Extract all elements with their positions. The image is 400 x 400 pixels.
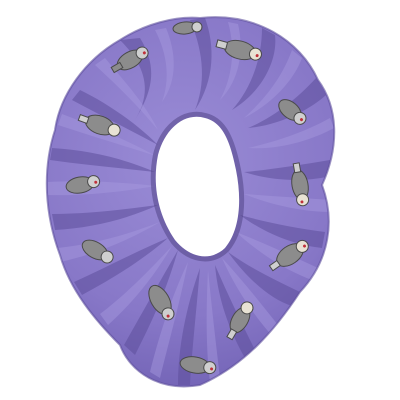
monkey-motif	[148, 284, 175, 321]
monkey-motif	[77, 114, 121, 137]
monkey-motif	[110, 46, 149, 74]
monkey-motif	[65, 175, 101, 194]
fabric-folds	[50, 18, 334, 385]
sock-monkey-print	[65, 21, 310, 375]
monkey-motif	[81, 239, 114, 264]
monkey-motif	[172, 21, 203, 35]
monkey-motif	[215, 39, 262, 61]
monkey-motif	[291, 162, 310, 207]
outer-edge	[45, 16, 336, 388]
inner-rim-shadow	[150, 111, 245, 262]
monkey-motif	[226, 301, 254, 341]
monkey-motif	[179, 356, 217, 375]
monkey-motif	[278, 99, 307, 125]
monkey-motif	[268, 239, 309, 272]
